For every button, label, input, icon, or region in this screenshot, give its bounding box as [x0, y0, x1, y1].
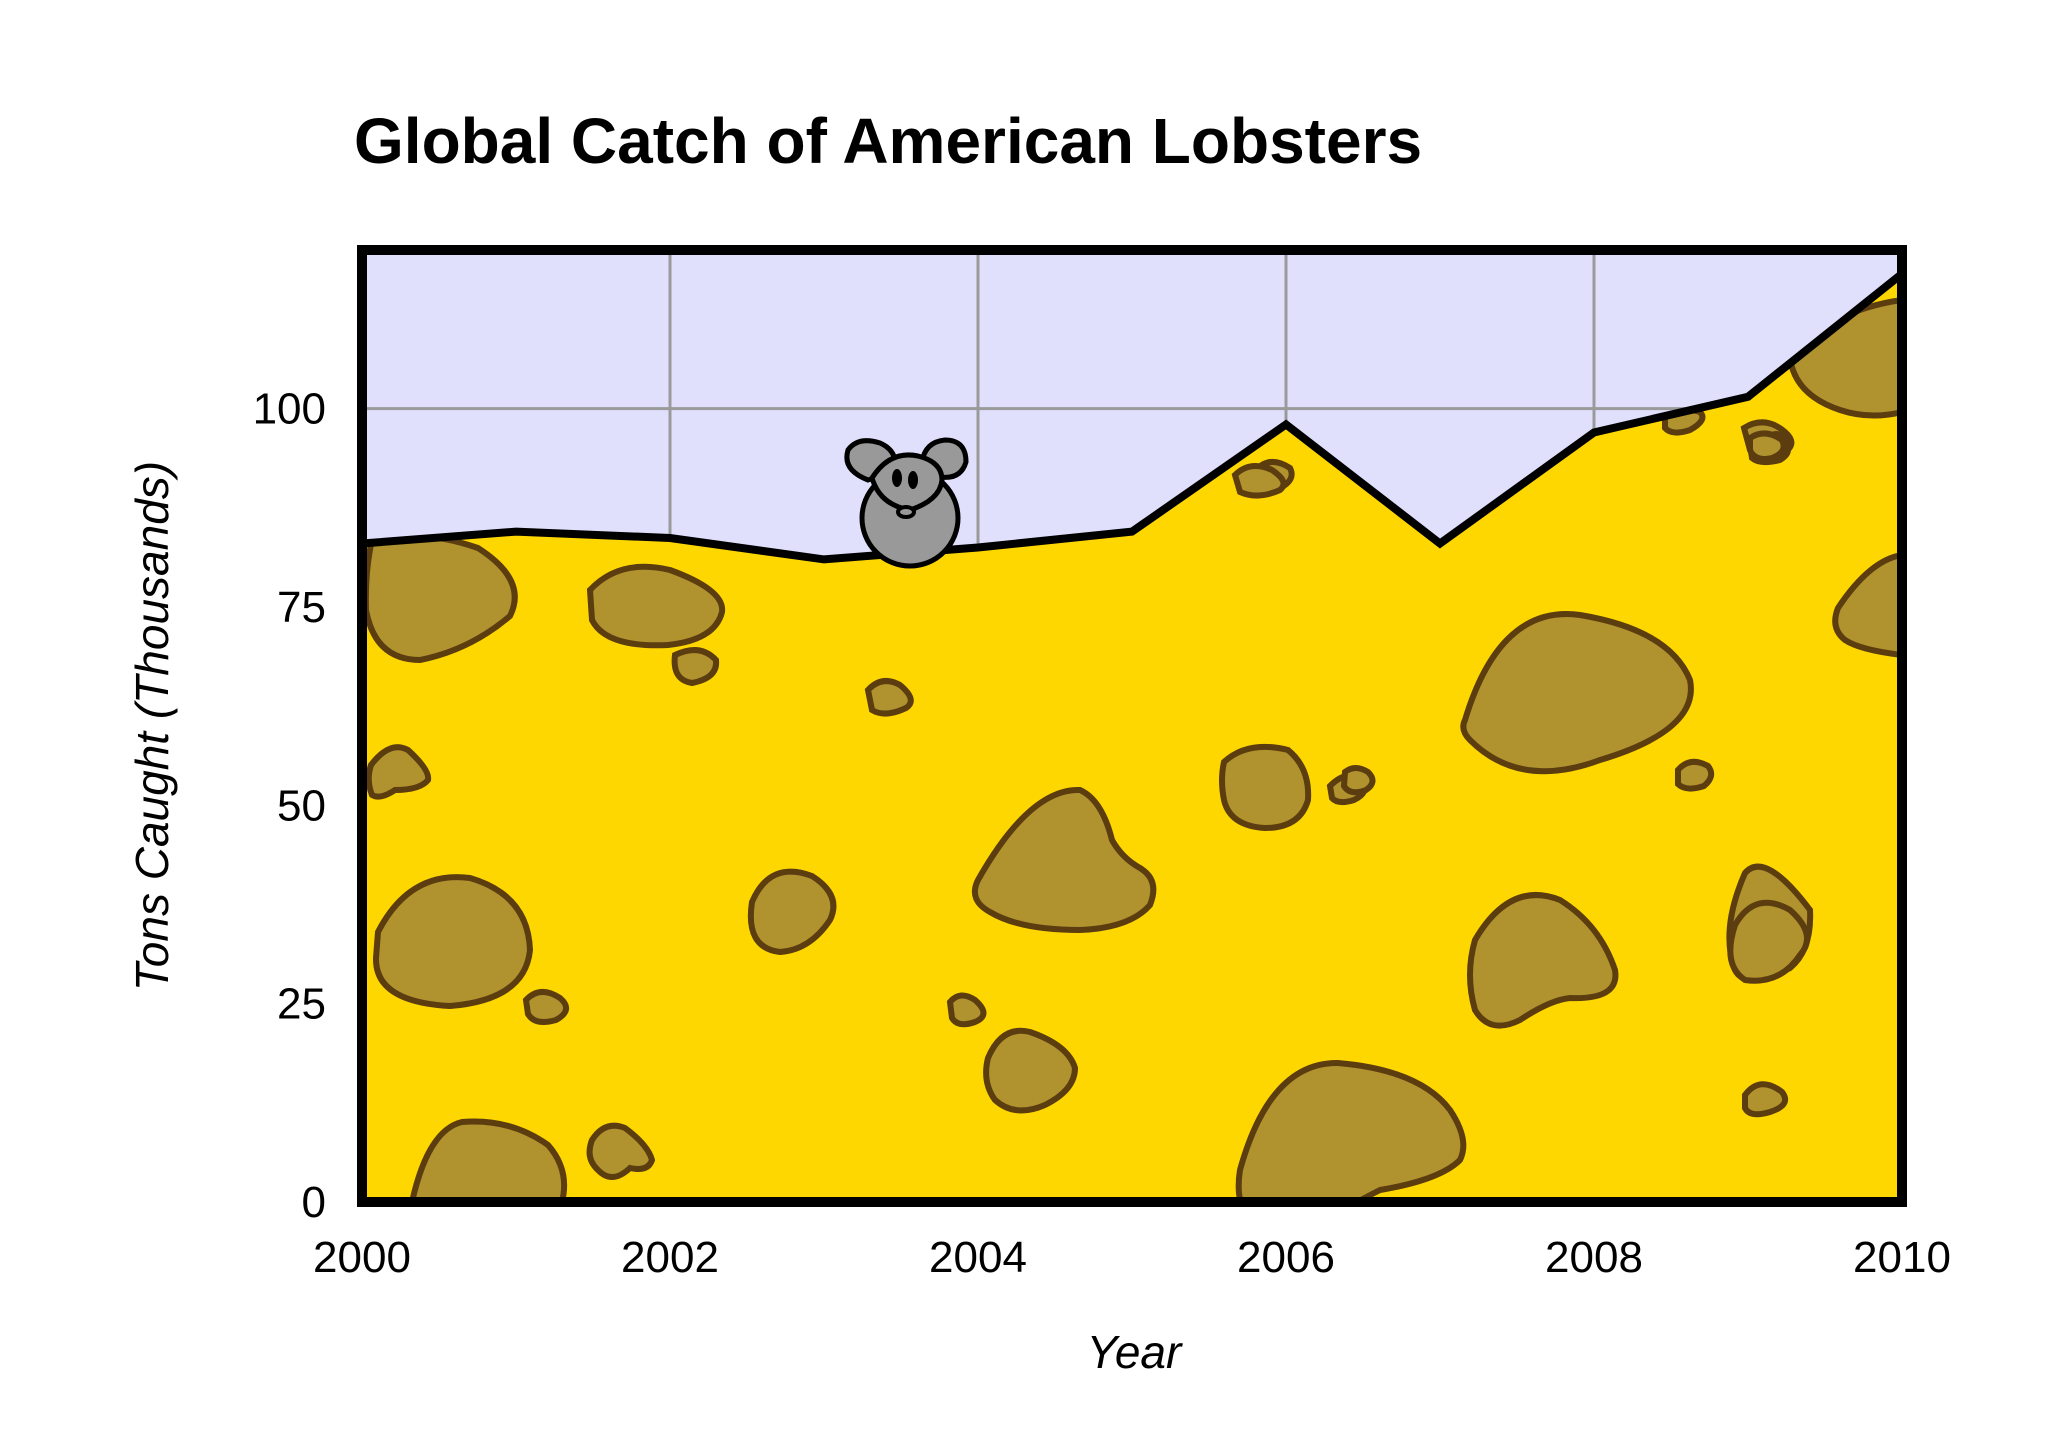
- x-tick-label: 2002: [621, 1233, 719, 1282]
- cheese-hole: [747, 868, 837, 956]
- x-tick-label: 2004: [929, 1233, 1027, 1282]
- cheese-hole: [372, 874, 534, 1010]
- y-axis-ticks: 0 25 50 75 100: [253, 385, 326, 1227]
- cheese-hole: [1340, 765, 1376, 796]
- mouse-nose: [896, 505, 916, 519]
- mouse-eye: [908, 471, 918, 489]
- x-tick-label: 2010: [1853, 1233, 1951, 1282]
- cheese-hole: [1219, 743, 1312, 832]
- x-tick-label: 2006: [1237, 1233, 1335, 1282]
- cheese-hole: [1742, 1081, 1788, 1118]
- mouse-head: [869, 452, 945, 513]
- mouse-eye: [892, 469, 902, 487]
- mouse-decoration: [844, 437, 969, 569]
- cheese-hole: [522, 989, 569, 1025]
- x-axis-label: Year: [1087, 1326, 1183, 1378]
- y-tick-label: 0: [302, 1178, 326, 1227]
- cheese-hole: [1467, 892, 1619, 1029]
- cheese-holes: [362, 296, 1902, 1202]
- plot-frame: [357, 245, 1907, 1207]
- y-axis-label: Tons Caught (Thousands): [126, 461, 178, 991]
- cheese-hole: [408, 1118, 568, 1202]
- cheese-hole: [1231, 463, 1287, 499]
- cheese-hole: [983, 1027, 1079, 1114]
- y-tick-label: 25: [277, 980, 326, 1029]
- cheese-hole: [864, 678, 914, 717]
- x-tick-label: 2008: [1545, 1233, 1643, 1282]
- y-tick-label: 50: [277, 781, 326, 830]
- x-axis-ticks: 2000 2002 2004 2006 2008 2010: [313, 1233, 1951, 1282]
- catch-line: [361, 270, 1905, 564]
- y-tick-label: 100: [253, 385, 326, 434]
- cheese-hole: [972, 786, 1157, 934]
- cheese-hole: [1235, 1059, 1467, 1202]
- cheese-hole: [1832, 551, 1902, 659]
- cheese-hole: [365, 744, 432, 800]
- cheese-hole: [1460, 611, 1694, 775]
- x-tick-label: 2000: [313, 1233, 411, 1282]
- y-tick-label: 75: [277, 583, 326, 632]
- cheese-hole: [946, 992, 987, 1028]
- cheese-hole: [1747, 430, 1787, 462]
- chart-title: Global Catch of American Lobsters: [354, 105, 1422, 177]
- cheese-hole: [1675, 758, 1715, 792]
- cheese-hole: [586, 563, 726, 649]
- cheese-hole: [671, 647, 720, 687]
- cheese-hole: [1727, 899, 1811, 984]
- cheese-hole: [586, 1122, 656, 1180]
